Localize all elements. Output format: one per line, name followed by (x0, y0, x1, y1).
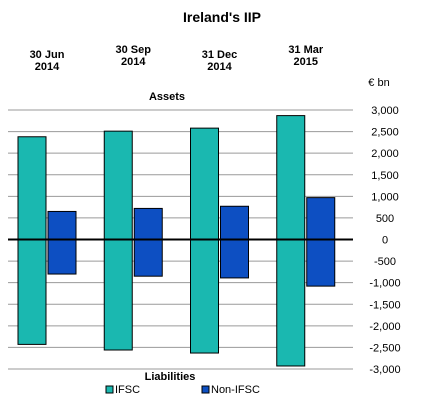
category-label: 30 Sep (116, 44, 152, 56)
legend: IFSC Non-IFSC (105, 384, 260, 396)
y-tick-label: 500 (376, 213, 394, 225)
y-tick-label: -1,500 (369, 299, 400, 311)
category-label: 31 Mar (288, 44, 324, 56)
liabilities-label: Liabilities (145, 371, 196, 383)
bar-ifsc-liabilities (276, 239, 306, 367)
bars (17, 115, 336, 367)
category-label: 2015 (294, 56, 318, 68)
bar-ifsc-liabilities (17, 239, 47, 345)
unit-label: € bn (368, 77, 389, 89)
bar-non-ifsc-assets (133, 207, 163, 240)
y-tick-label: 1,500 (371, 170, 399, 182)
y-tick-label: 1,000 (371, 191, 399, 203)
bar-ifsc-assets (276, 115, 306, 240)
bar-ifsc-assets (17, 136, 47, 240)
bar-non-ifsc-liabilities (133, 239, 163, 277)
legend-swatch (105, 385, 114, 394)
y-tick-label: 3,000 (371, 105, 399, 117)
y-axis-ticks: 3,000 2,500 2,000 1,500 1,000 500 0 -500 -1,000 -… (369, 105, 400, 376)
y-tick-label: 2,000 (371, 148, 399, 160)
legend-swatch (201, 385, 210, 394)
y-tick-label: 2,500 (371, 127, 399, 139)
bar-non-ifsc-assets (220, 205, 249, 241)
bar-non-ifsc-liabilities (47, 239, 77, 275)
category-label: 2014 (207, 61, 232, 73)
bar-ifsc-liabilities (190, 239, 219, 354)
y-tick-label: 0 (382, 235, 388, 247)
chart-title: Ireland's IIP (183, 9, 261, 25)
bar-ifsc-assets (103, 130, 133, 241)
y-tick-label: -500 (374, 256, 396, 268)
bar-non-ifsc-liabilities (306, 239, 336, 287)
category-label: 2014 (35, 61, 60, 73)
bar-ifsc-assets (190, 127, 219, 241)
y-tick-label: -2,500 (369, 342, 400, 354)
y-tick-label: -2,000 (369, 321, 400, 333)
legend-label: Non-IFSC (211, 384, 260, 396)
category-label: 2014 (121, 56, 146, 68)
legend-label: IFSC (115, 384, 140, 396)
bar-non-ifsc-assets (306, 197, 336, 240)
bar-non-ifsc-liabilities (220, 239, 249, 279)
y-tick-label: -3,000 (369, 364, 400, 376)
bar-non-ifsc-assets (47, 210, 77, 240)
category-label: 31 Dec (202, 49, 237, 61)
assets-label: Assets (149, 91, 185, 103)
category-label: 30 Jun (30, 49, 65, 61)
y-tick-label: -1,000 (369, 278, 400, 290)
bar-ifsc-liabilities (103, 239, 133, 351)
